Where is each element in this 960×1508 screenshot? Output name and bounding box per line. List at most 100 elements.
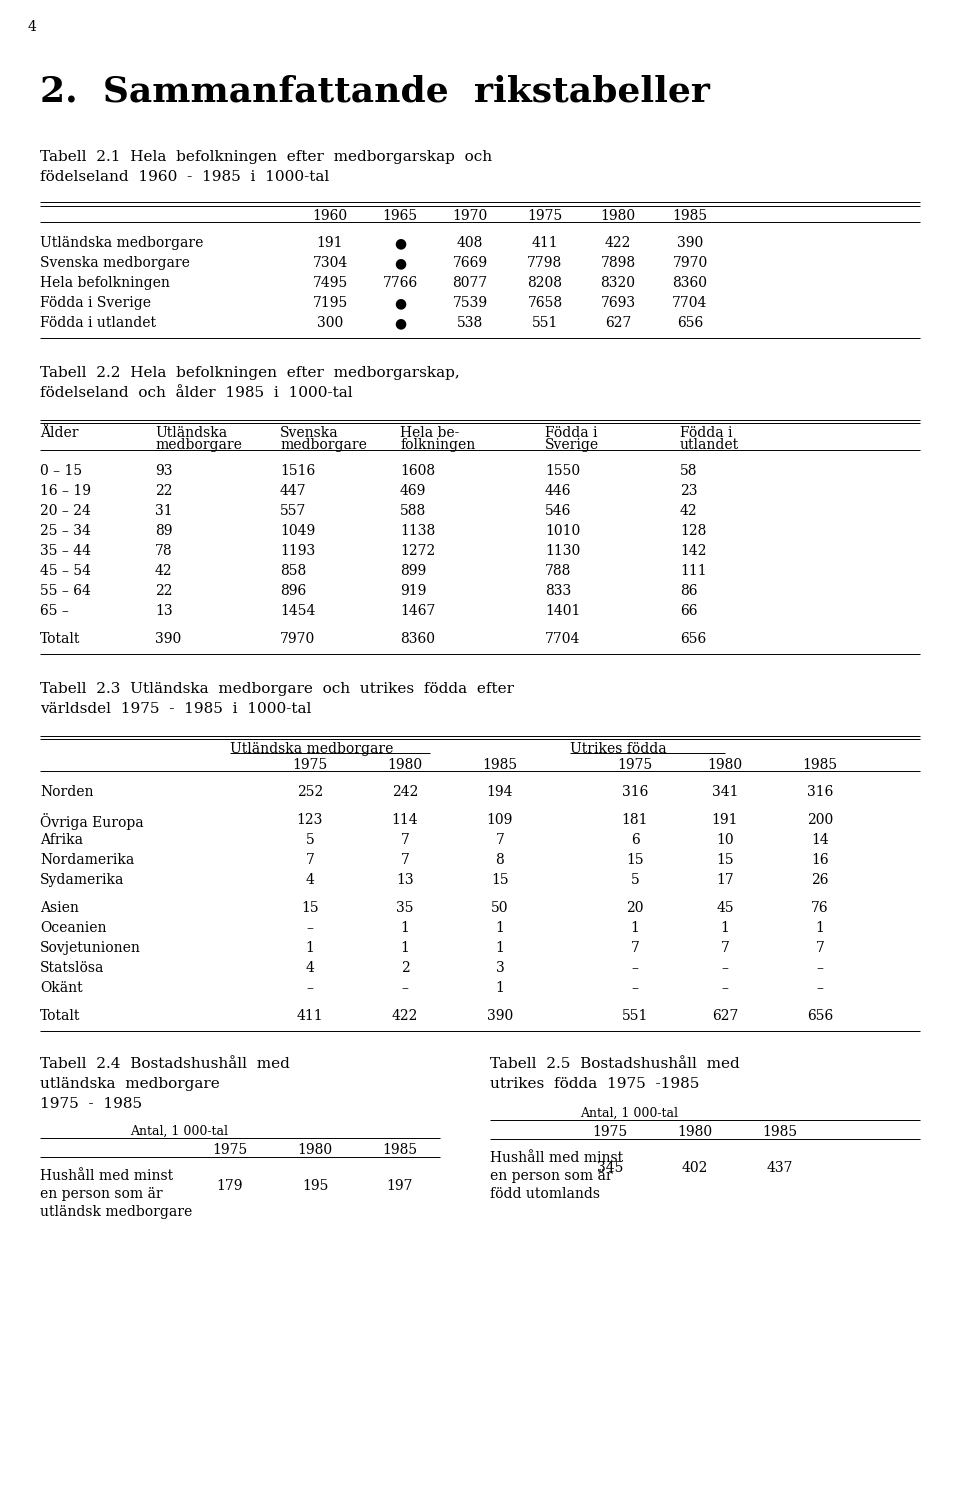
Text: 1975: 1975 (527, 210, 563, 223)
Text: 588: 588 (400, 504, 426, 519)
Text: 0 – 15: 0 – 15 (40, 464, 83, 478)
Text: 1980: 1980 (678, 1125, 712, 1139)
Text: 7195: 7195 (312, 296, 348, 311)
Text: 3: 3 (495, 961, 504, 976)
Text: –: – (722, 982, 729, 995)
Text: 7669: 7669 (452, 256, 488, 270)
Text: Svenska medborgare: Svenska medborgare (40, 256, 190, 270)
Text: 7704: 7704 (545, 632, 581, 645)
Text: 551: 551 (622, 1009, 648, 1022)
Text: 76: 76 (811, 900, 828, 915)
Text: Antal, 1 000-tal: Antal, 1 000-tal (580, 1107, 678, 1120)
Text: ●: ● (394, 296, 406, 311)
Text: Nordamerika: Nordamerika (40, 854, 134, 867)
Text: 109: 109 (487, 813, 514, 826)
Text: 1960: 1960 (312, 210, 348, 223)
Text: Utländska medborgare: Utländska medborgare (230, 742, 394, 756)
Text: 22: 22 (155, 584, 173, 599)
Text: Tabell  2.1  Hela  befolkningen  efter  medborgarskap  och: Tabell 2.1 Hela befolkningen efter medbo… (40, 149, 492, 164)
Text: 78: 78 (155, 544, 173, 558)
Text: 123: 123 (297, 813, 324, 826)
Text: 89: 89 (155, 523, 173, 538)
Text: 1: 1 (816, 921, 825, 935)
Text: 627: 627 (711, 1009, 738, 1022)
Text: Afrika: Afrika (40, 832, 83, 847)
Text: folkningen: folkningen (400, 437, 475, 452)
Text: 42: 42 (680, 504, 698, 519)
Text: Statslösa: Statslösa (40, 961, 105, 976)
Text: 546: 546 (545, 504, 571, 519)
Text: –: – (817, 961, 824, 976)
Text: 8: 8 (495, 854, 504, 867)
Text: 1272: 1272 (400, 544, 435, 558)
Text: utrikes  födda  1975  -1985: utrikes födda 1975 -1985 (490, 1077, 700, 1090)
Text: Antal, 1 000-tal: Antal, 1 000-tal (130, 1125, 228, 1139)
Text: 1: 1 (721, 921, 730, 935)
Text: 93: 93 (155, 464, 173, 478)
Text: 16: 16 (811, 854, 828, 867)
Text: Hushåll med minst: Hushåll med minst (40, 1169, 173, 1182)
Text: 8360: 8360 (400, 632, 435, 645)
Text: 20: 20 (626, 900, 644, 915)
Text: 7: 7 (721, 941, 730, 955)
Text: –: – (632, 961, 638, 976)
Text: 390: 390 (487, 1009, 514, 1022)
Text: 1: 1 (400, 921, 409, 935)
Text: Födda i: Födda i (680, 425, 732, 440)
Text: 7: 7 (400, 854, 409, 867)
Text: 191: 191 (711, 813, 738, 826)
Text: 66: 66 (680, 605, 698, 618)
Text: 2.  Sammanfattande  rikstabeller: 2. Sammanfattande rikstabeller (40, 75, 709, 109)
Text: 4: 4 (28, 20, 36, 35)
Text: 788: 788 (545, 564, 571, 578)
Text: 4: 4 (305, 961, 315, 976)
Text: 411: 411 (297, 1009, 324, 1022)
Text: 35 – 44: 35 – 44 (40, 544, 91, 558)
Text: 1965: 1965 (382, 210, 418, 223)
Text: 858: 858 (280, 564, 306, 578)
Text: Sydamerika: Sydamerika (40, 873, 125, 887)
Text: 5: 5 (631, 873, 639, 887)
Text: 1516: 1516 (280, 464, 315, 478)
Text: Asien: Asien (40, 900, 79, 915)
Text: Ålder: Ålder (40, 425, 79, 440)
Text: utländska  medborgare: utländska medborgare (40, 1077, 220, 1090)
Text: 7766: 7766 (382, 276, 418, 290)
Text: 111: 111 (680, 564, 707, 578)
Text: 1454: 1454 (280, 605, 316, 618)
Text: Födda i Sverige: Födda i Sverige (40, 296, 151, 311)
Text: 13: 13 (396, 873, 414, 887)
Text: 16 – 19: 16 – 19 (40, 484, 91, 498)
Text: Utländska medborgare: Utländska medborgare (40, 235, 204, 250)
Text: 1985: 1985 (483, 759, 517, 772)
Text: 7: 7 (305, 854, 315, 867)
Text: 1193: 1193 (280, 544, 315, 558)
Text: 551: 551 (532, 317, 558, 330)
Text: 899: 899 (400, 564, 426, 578)
Text: Tabell  2.3  Utländska  medborgare  och  utrikes  födda  efter: Tabell 2.3 Utländska medborgare och utri… (40, 682, 514, 697)
Text: Hela be-: Hela be- (400, 425, 460, 440)
Text: medborgare: medborgare (280, 437, 367, 452)
Text: 656: 656 (677, 317, 703, 330)
Text: 1970: 1970 (452, 210, 488, 223)
Text: 8320: 8320 (601, 276, 636, 290)
Text: 1985: 1985 (672, 210, 708, 223)
Text: 300: 300 (317, 317, 343, 330)
Text: 1980: 1980 (708, 759, 743, 772)
Text: 1: 1 (495, 921, 504, 935)
Text: 1010: 1010 (545, 523, 580, 538)
Text: 194: 194 (487, 786, 514, 799)
Text: 1985: 1985 (762, 1125, 798, 1139)
Text: utländsk medborgare: utländsk medborgare (40, 1205, 192, 1218)
Text: 25 – 34: 25 – 34 (40, 523, 91, 538)
Text: Hela befolkningen: Hela befolkningen (40, 276, 170, 290)
Text: 15: 15 (716, 854, 733, 867)
Text: 7: 7 (400, 832, 409, 847)
Text: 1608: 1608 (400, 464, 435, 478)
Text: 7970: 7970 (672, 256, 708, 270)
Text: ●: ● (394, 256, 406, 270)
Text: 7: 7 (631, 941, 639, 955)
Text: 42: 42 (155, 564, 173, 578)
Text: 7798: 7798 (527, 256, 563, 270)
Text: ●: ● (394, 317, 406, 330)
